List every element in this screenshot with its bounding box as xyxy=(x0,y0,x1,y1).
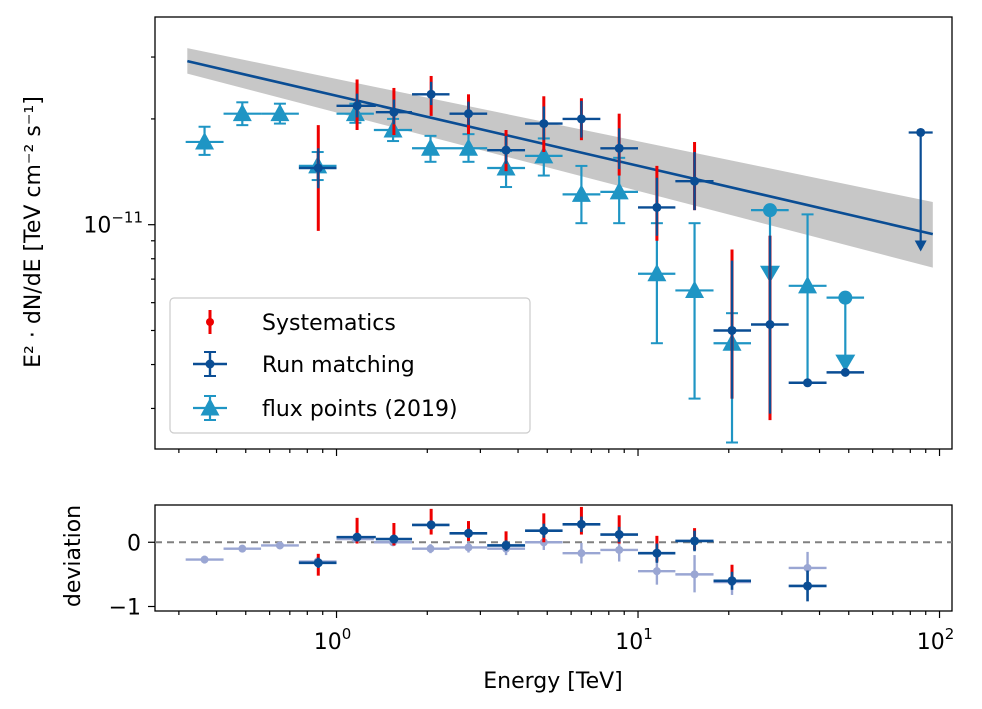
dev-run-matching-point-13-marker xyxy=(803,581,813,591)
flux-2019-point-10-marker xyxy=(534,145,554,164)
legend-label-2: Run matching xyxy=(262,353,415,378)
dev-flux-2019-point-14-marker xyxy=(690,570,699,579)
dev-flux-2019-point-12-marker xyxy=(615,545,624,554)
dev-run-matching-point-1-marker xyxy=(313,558,323,568)
run-matching-point-11-marker xyxy=(690,176,700,186)
legend-box xyxy=(169,297,531,434)
flux-2019-point-17-marker xyxy=(798,275,818,294)
dev-run-matching-point-9-marker xyxy=(614,530,624,540)
x-tick-label: 102 xyxy=(917,625,955,655)
flux-2019-point-11-marker xyxy=(571,184,591,202)
legend-flux-marker xyxy=(200,398,220,416)
main-panel: 10−11 Systematics Run matching flux points … xyxy=(83,16,953,456)
dev-run-matching-point-7-marker xyxy=(539,526,549,536)
run-matching-point-2-marker xyxy=(352,101,362,111)
flux-2019-point-12-marker xyxy=(609,181,629,200)
legend: Systematics Run matching flux points (2019… xyxy=(169,297,531,434)
run-matching-point-10-marker xyxy=(652,202,662,212)
dev-run-matching-point-11-marker xyxy=(690,536,700,546)
run-matching-point-4-marker xyxy=(426,89,436,99)
flux-2019-point-3-marker xyxy=(270,103,290,122)
flux-2019-point-7-marker xyxy=(421,138,441,156)
run-matching-point-6-marker xyxy=(501,145,511,155)
dev-run-matching-point-10-marker xyxy=(652,548,662,558)
run-matching-point-13-marker xyxy=(765,320,775,330)
dev-flux-2019-point-2-marker xyxy=(238,544,247,553)
main-plot-frame xyxy=(154,16,953,450)
dev-run-matching-point-8-marker xyxy=(576,519,586,529)
deviation-y-tick-label: 0 xyxy=(127,531,141,556)
x-axis-label: Energy [TeV] xyxy=(483,669,622,694)
flux-2019-point-18-ul-triangle xyxy=(835,354,856,372)
x-tick-label: 101 xyxy=(615,625,653,655)
legend-systematics-marker xyxy=(206,318,214,326)
run-matching-point-12-marker xyxy=(727,325,737,335)
y-axis-label: E² · dN/dE [TeV cm⁻² s⁻¹] xyxy=(21,96,46,368)
dev-run-matching-point-6-marker xyxy=(501,540,511,550)
flux-2019-point-16-ul-marker xyxy=(763,203,778,218)
dev-flux-2019-point-1-marker xyxy=(200,555,209,564)
legend-run-matching-marker xyxy=(205,359,215,369)
dev-run-matching-point-12-marker xyxy=(727,576,737,586)
dev-flux-2019-point-7-marker xyxy=(426,544,435,553)
flux-2019-point-13-marker xyxy=(647,263,667,282)
run-matching-point-16-marker xyxy=(916,127,926,137)
run-matching-point-15-marker xyxy=(840,367,850,377)
deviation-y-axis-label: deviation xyxy=(61,505,86,607)
dev-flux-2019-point-16-marker xyxy=(803,563,812,572)
flux-2019-point-5-marker xyxy=(345,103,365,122)
model-fit-line xyxy=(187,59,934,236)
run-matching-point-14-marker xyxy=(803,378,813,388)
legend-label-1: Systematics xyxy=(262,311,396,336)
run-matching-point-5-marker xyxy=(464,109,474,119)
flux-2019-point-2-marker xyxy=(232,103,252,122)
flux-2019-point-18-ul-marker xyxy=(838,290,853,305)
flux-2019-point-14-marker xyxy=(685,280,705,298)
deviation-y-tick-label: −1 xyxy=(109,596,141,621)
dev-run-matching-point-4-marker xyxy=(426,520,436,530)
dev-flux-2019-point-13-marker xyxy=(652,567,661,576)
x-tick-label: 100 xyxy=(314,625,352,655)
run-matching-point-3-marker xyxy=(389,107,399,117)
dev-run-matching-point-2-marker xyxy=(352,532,362,542)
dev-run-matching-point-5-marker xyxy=(464,528,474,538)
deviation-panel: 100 101 102 0 −1 xyxy=(109,504,955,655)
deviation-plot-frame xyxy=(154,504,953,612)
dev-flux-2019-point-8-marker xyxy=(464,543,473,552)
run-matching-point-7-marker xyxy=(539,119,549,129)
run-matching-point-8-marker xyxy=(576,114,586,124)
dev-flux-2019-point-3-marker xyxy=(275,541,284,550)
legend-label-3: flux points (2019) xyxy=(262,397,458,422)
model-uncertainty-band xyxy=(187,48,933,268)
dev-run-matching-point-3-marker xyxy=(389,534,399,544)
run-matching-point-1-marker xyxy=(313,163,323,173)
run-matching-point-9-marker xyxy=(614,143,624,153)
dev-flux-2019-point-11-marker xyxy=(577,549,586,558)
flux-2019-point-8-marker xyxy=(459,138,479,156)
y-tick-label: 10−11 xyxy=(83,209,143,239)
run-matching-point-16-ul-arrow-head xyxy=(914,240,927,252)
flux-2019-point-1-marker xyxy=(195,131,215,150)
